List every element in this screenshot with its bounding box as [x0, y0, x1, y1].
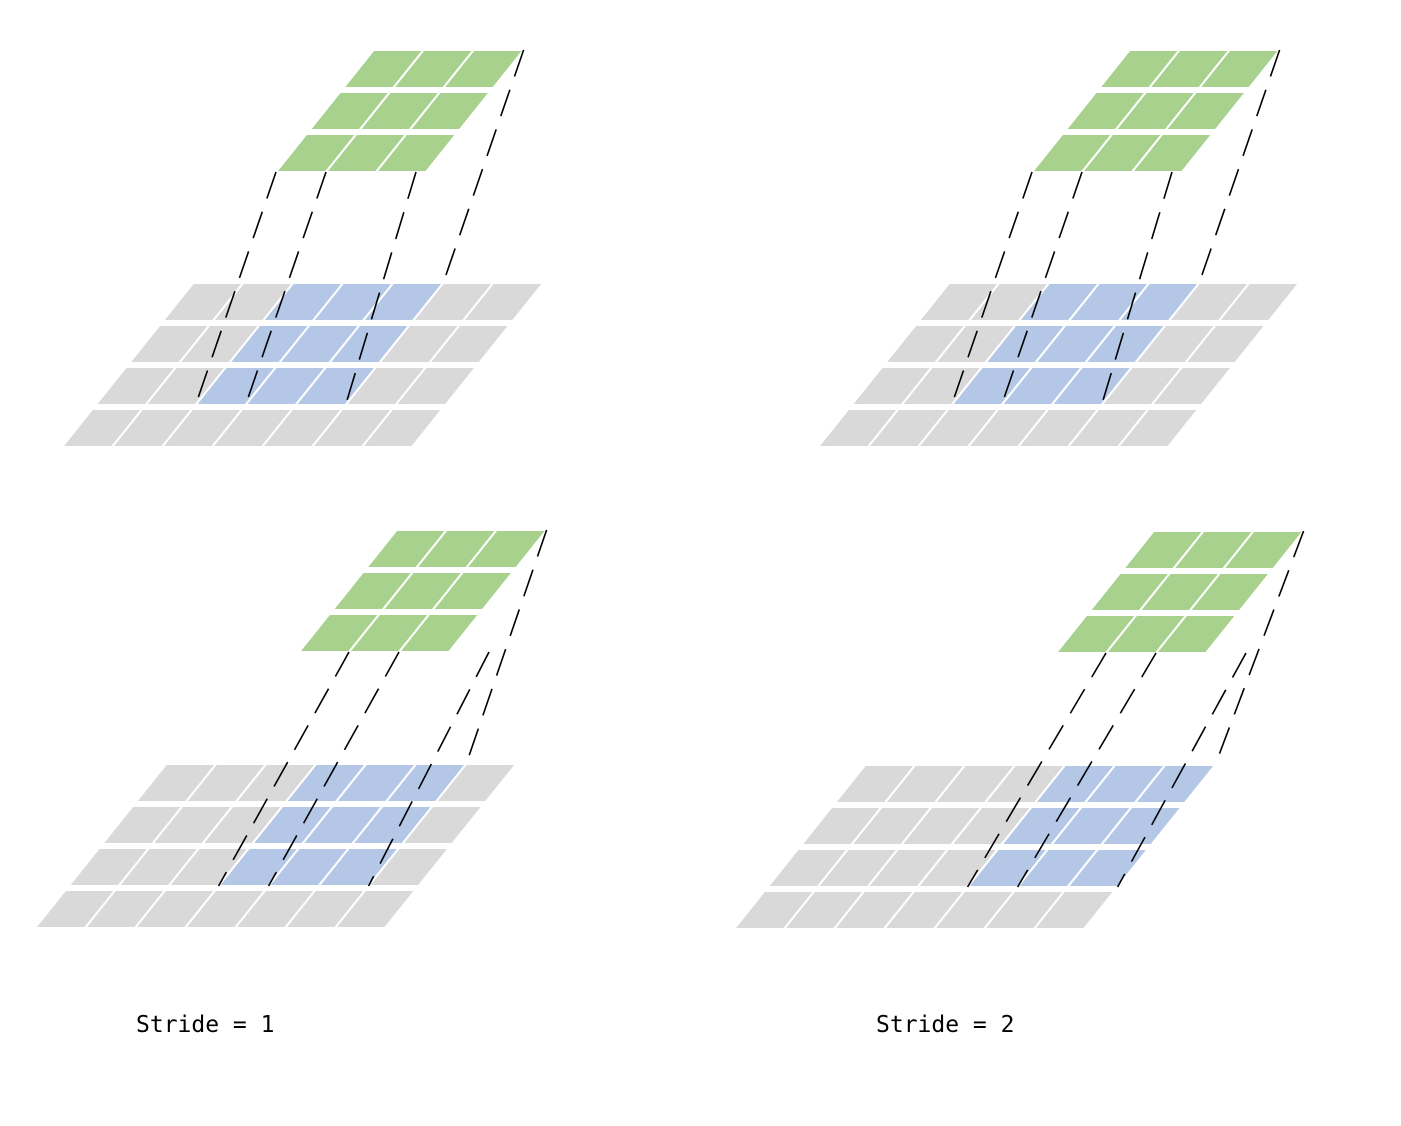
input-feature-map: [59, 282, 546, 448]
input-feature-map: [32, 763, 519, 929]
input-cell: [433, 763, 519, 803]
projection-line: [217, 651, 350, 887]
output-cell: [396, 613, 482, 653]
input-cell: [1216, 282, 1302, 322]
caption-stride-2: Stride = 2: [876, 1012, 1015, 1038]
projection-line: [267, 651, 400, 887]
input-cell: [400, 805, 485, 845]
projection-lines: [217, 529, 548, 887]
output-cell: [1187, 572, 1273, 612]
output-feature-map: [1053, 530, 1306, 654]
output-feature-map: [296, 529, 549, 653]
receptive-field-cell: [1065, 848, 1151, 888]
input-cell: [427, 324, 512, 364]
input-cell: [1031, 890, 1117, 930]
input-cell: [332, 889, 418, 929]
input-feature-map: [731, 764, 1218, 930]
panel-stride-2-step-1: [815, 49, 1302, 448]
output-cell: [373, 133, 459, 173]
input-cell: [460, 282, 546, 322]
output-cell: [1163, 91, 1249, 131]
input-cell: [1149, 366, 1235, 406]
input-cell: [366, 847, 452, 887]
output-cell: [430, 571, 516, 611]
receptive-field-cell: [1099, 806, 1184, 846]
projection-line: [966, 652, 1107, 888]
input-cell: [1183, 324, 1268, 364]
input-cell: [1115, 408, 1201, 448]
projection-line: [1116, 652, 1247, 888]
panel-stride-1-step-2: [32, 529, 549, 929]
panel-stride-1-step-1: [59, 49, 546, 448]
input-feature-map: [815, 282, 1302, 448]
input-cell: [393, 366, 479, 406]
caption-stride-1: Stride = 1: [136, 1012, 275, 1038]
output-feature-map: [273, 49, 526, 173]
output-cell: [1153, 614, 1239, 654]
input-cell: [359, 408, 445, 448]
projection-lines: [966, 530, 1305, 888]
output-feature-map: [1029, 49, 1282, 173]
projection-line: [1016, 652, 1157, 888]
output-cell: [407, 91, 493, 131]
panel-stride-2-step-2: [731, 530, 1306, 930]
output-cell: [1129, 133, 1215, 173]
projection-line: [367, 651, 490, 887]
